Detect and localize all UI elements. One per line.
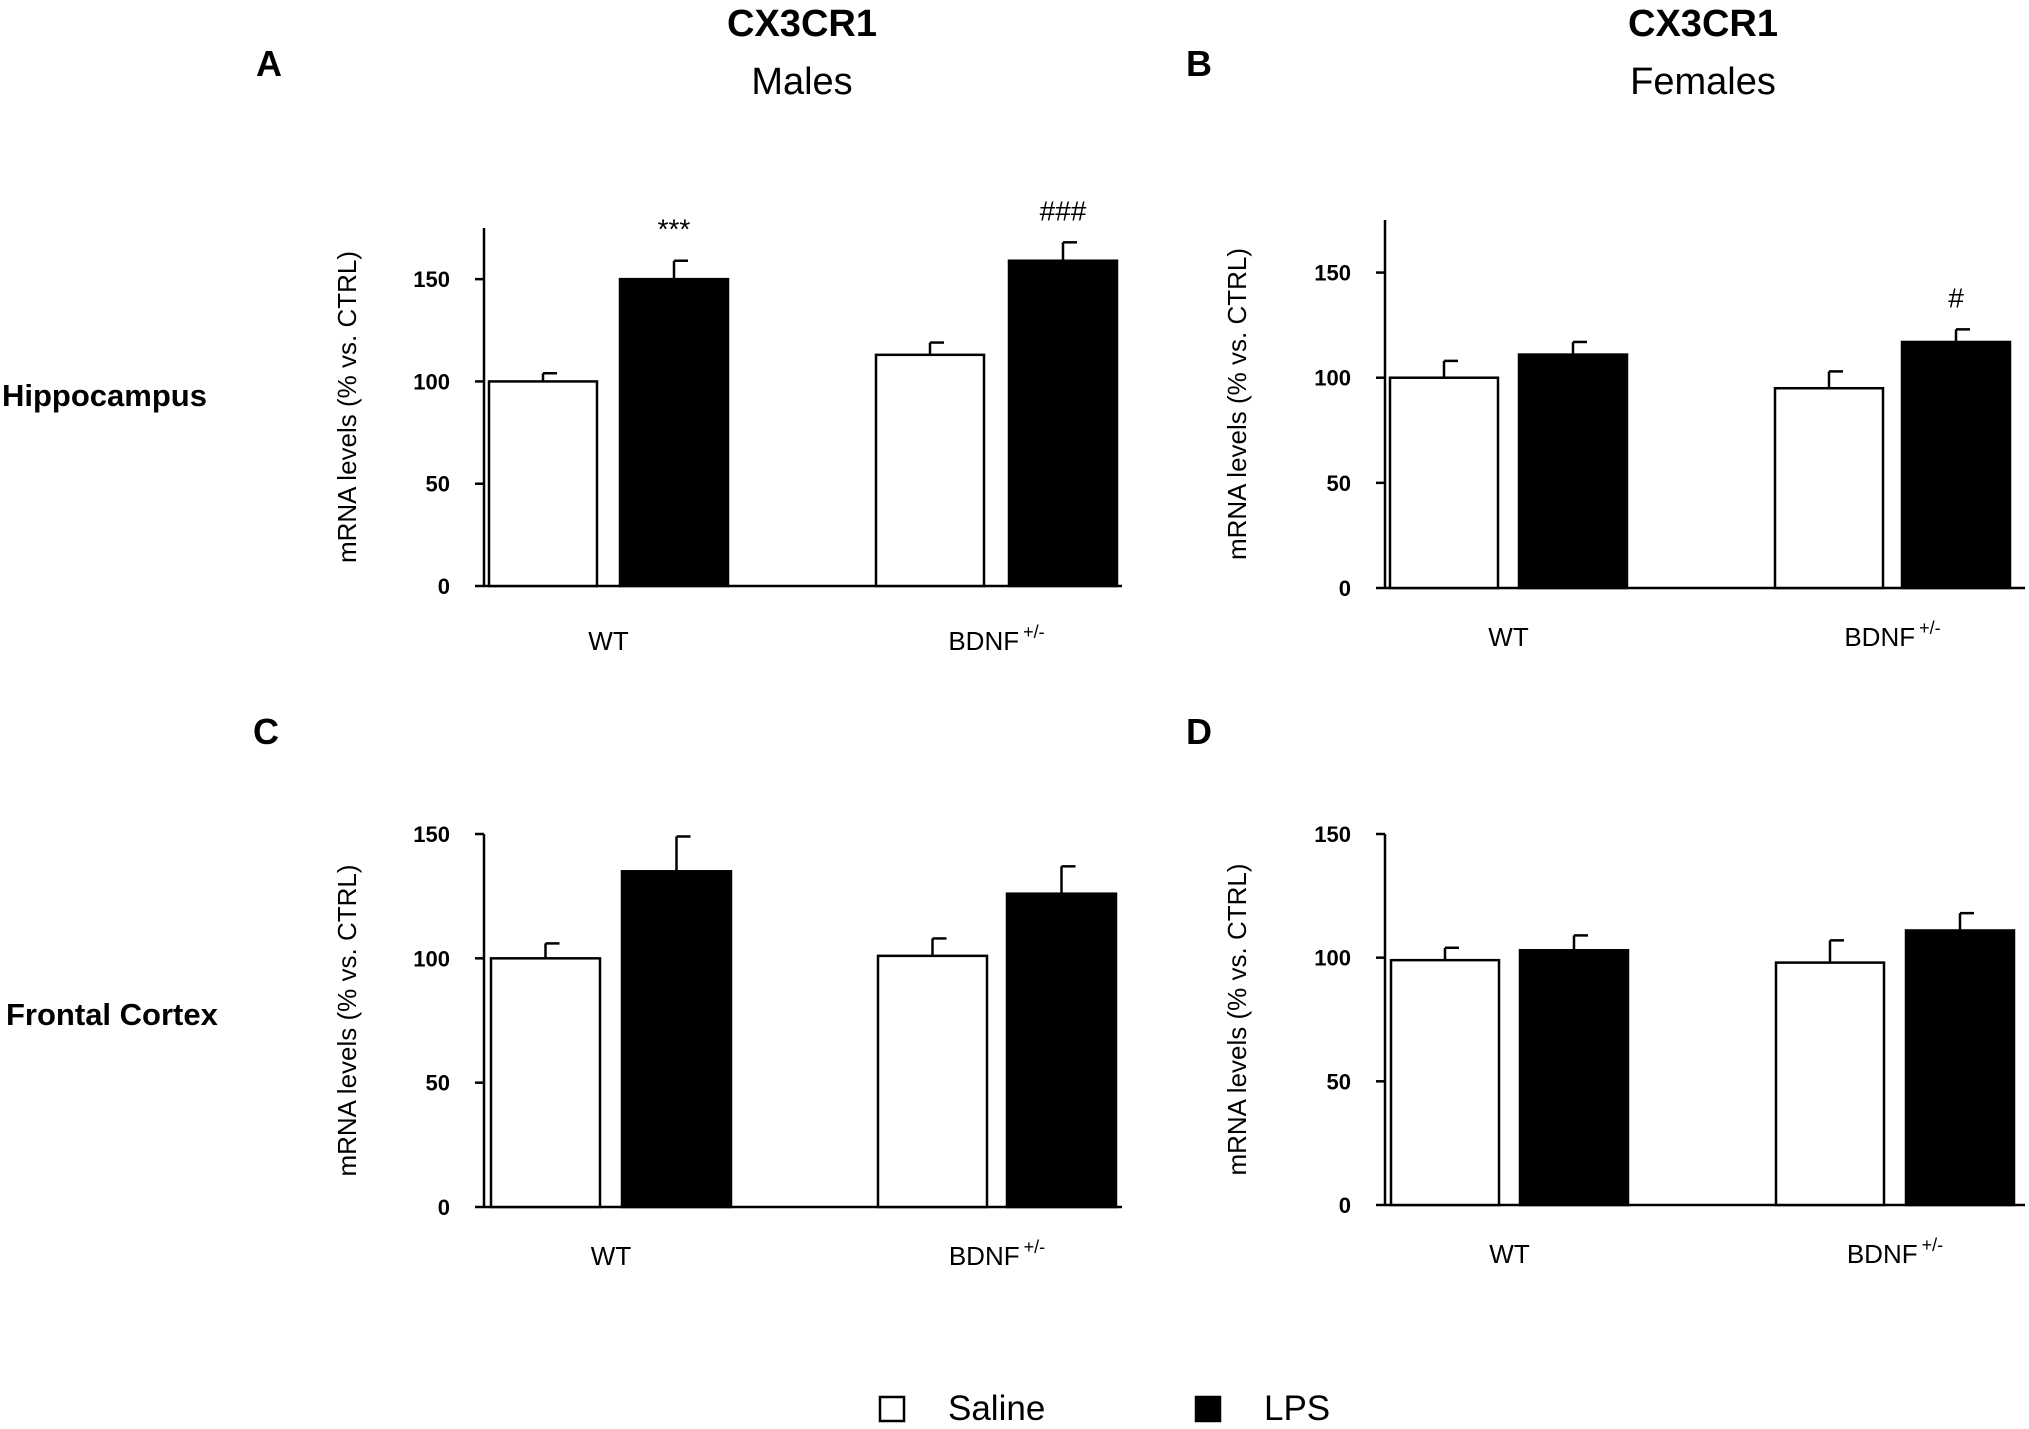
category-label-b-0: WT <box>1488 622 1529 652</box>
y-tick-label-c: 0 <box>438 1195 450 1220</box>
y-axis-label-d: mRNA levels (% vs. CTRL) <box>1222 863 1252 1175</box>
bar-c-saline-0 <box>489 957 602 1209</box>
y-tick-label-c: 50 <box>426 1071 450 1096</box>
significance-mark-b: # <box>1948 282 1964 313</box>
bar-b-lps-0 <box>1517 353 1629 590</box>
row-label-hippocampus: Hippocampus <box>2 378 207 413</box>
legend-swatch-saline <box>878 1395 906 1423</box>
bar-c-lps-1 <box>1005 892 1118 1209</box>
legend-label-saline: Saline <box>948 1389 1045 1428</box>
y-tick-label-d: 100 <box>1314 946 1351 971</box>
y-axis-label-c: mRNA levels (% vs. CTRL) <box>332 864 362 1176</box>
panel-c: C 0 50 100 150 mRNA levels (% vs. CTRL) WT BDNF… <box>253 711 1122 1271</box>
category-label-a-1: BDNF +/- <box>948 622 1044 656</box>
bar-d-lps-1 <box>1904 929 2016 1207</box>
y-axis-label-b: mRNA levels (% vs. CTRL) <box>1222 248 1252 560</box>
bar-b-saline-1 <box>1773 386 1885 590</box>
bar-a-saline-1 <box>874 353 986 588</box>
bar-a-lps-1 <box>1007 259 1119 588</box>
category-label-c-0: WT <box>591 1241 632 1271</box>
panel-letter-b: B <box>1186 43 1212 84</box>
panel-a: A 0 50 100 150 mRNA levels (% vs. CTRL) *** WT #… <box>256 43 1122 656</box>
panel-b: B 0 50 100 150 mRNA levels (% vs. CTRL) WT # BDN… <box>1186 43 2025 652</box>
column-title-gene-females: CX3CR1 <box>1628 3 1778 45</box>
category-label-d-0: WT <box>1489 1239 1530 1269</box>
category-label-a-0: WT <box>588 626 629 656</box>
bar-b-lps-1 <box>1900 340 2012 590</box>
y-tick-label-a: 100 <box>413 369 450 394</box>
bar-d-saline-0 <box>1389 958 1501 1207</box>
category-label-d-1: BDNF +/- <box>1847 1235 1943 1269</box>
y-tick-label-b: 100 <box>1314 366 1351 391</box>
bar-d-saline-1 <box>1774 961 1886 1207</box>
legend-label-lps: LPS <box>1264 1389 1330 1428</box>
y-tick-label-b: 0 <box>1339 576 1351 601</box>
column-title-gene-males: CX3CR1 <box>727 3 877 45</box>
y-tick-label-c: 150 <box>413 822 450 847</box>
y-tick-label-a: 150 <box>413 267 450 292</box>
y-tick-label-a: 50 <box>426 472 450 497</box>
panel-letter-c: C <box>253 711 279 752</box>
panel-letter-a: A <box>256 43 282 84</box>
legend-swatch-lps <box>1194 1395 1222 1423</box>
bar-b-saline-0 <box>1388 376 1500 590</box>
legend: Saline LPS <box>878 1389 1330 1428</box>
bar-c-lps-0 <box>620 870 733 1209</box>
category-label-b-1: BDNF +/- <box>1844 618 1940 652</box>
y-tick-label-d: 150 <box>1314 822 1351 847</box>
bar-c-saline-1 <box>876 954 989 1209</box>
y-tick-label-d: 50 <box>1327 1069 1351 1094</box>
significance-mark-a: *** <box>658 214 691 245</box>
y-axis-label-a: mRNA levels (% vs. CTRL) <box>332 251 362 563</box>
row-label-frontal-cortex: Frontal Cortex <box>6 997 219 1032</box>
column-title-sex-females: Females <box>1630 61 1776 103</box>
y-tick-label-c: 100 <box>413 946 450 971</box>
bar-d-lps-0 <box>1518 948 1630 1207</box>
category-label-c-1: BDNF +/- <box>949 1237 1045 1271</box>
y-tick-label-a: 0 <box>438 574 450 599</box>
panel-d: D 0 50 100 150 mRNA levels (% vs. CTRL) WT BDNF… <box>1186 711 2025 1269</box>
significance-mark-a: ### <box>1040 195 1087 226</box>
y-tick-label-b: 50 <box>1327 471 1351 496</box>
bar-a-lps-0 <box>618 277 730 588</box>
y-tick-label-b: 150 <box>1314 261 1351 286</box>
y-tick-label-d: 0 <box>1339 1193 1351 1218</box>
panel-letter-d: D <box>1186 711 1212 752</box>
column-title-sex-males: Males <box>751 61 852 103</box>
bar-a-saline-0 <box>487 380 599 588</box>
